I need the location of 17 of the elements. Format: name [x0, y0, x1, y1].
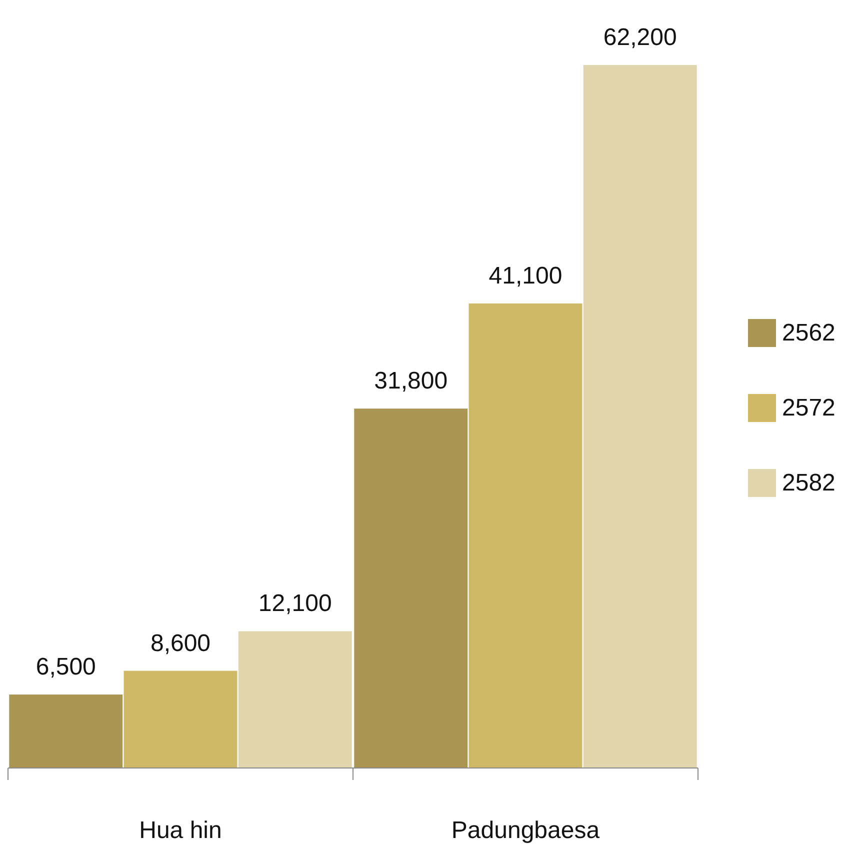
bar — [583, 65, 697, 768]
bar — [238, 631, 352, 768]
legend-label: 2562 — [782, 320, 836, 346]
data-label: 41,100 — [488, 262, 562, 290]
data-label: 8,600 — [150, 630, 211, 657]
x-tick-label: Padungbaesa — [451, 817, 600, 844]
bar — [124, 670, 238, 768]
legend-label: 2572 — [782, 394, 836, 422]
bar — [9, 694, 123, 768]
data-label: 31,800 — [374, 368, 448, 395]
bar — [354, 408, 468, 768]
legend-label: 2582 — [782, 470, 836, 496]
x-tick-label: Hua hin — [139, 817, 222, 844]
data-label: 62,200 — [603, 24, 677, 51]
data-label: 12,100 — [258, 590, 332, 618]
data-label: 6,500 — [36, 654, 96, 681]
bar — [468, 303, 582, 768]
